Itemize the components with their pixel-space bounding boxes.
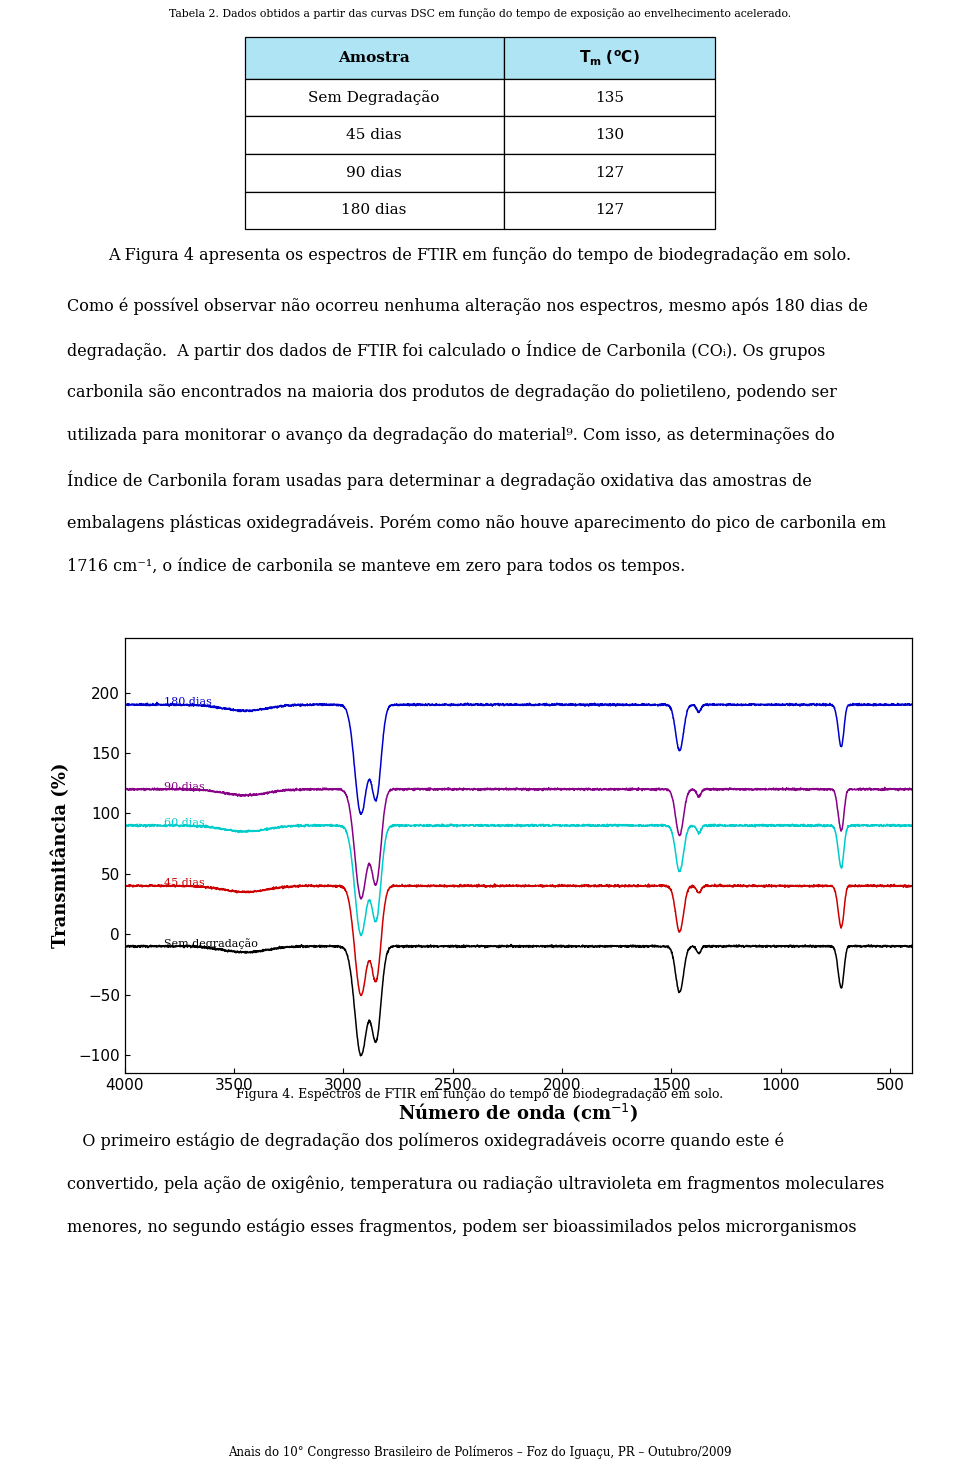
Text: 60 dias: 60 dias (164, 818, 204, 828)
Text: carbonila são encontrados na maioria dos produtos de degradação do polietileno, : carbonila são encontrados na maioria dos… (67, 383, 837, 401)
FancyBboxPatch shape (245, 192, 504, 228)
Text: degradação.  A partir dos dados de FTIR foi calculado o Índice de Carbonila (COᵢ: degradação. A partir dos dados de FTIR f… (67, 340, 826, 360)
FancyBboxPatch shape (504, 80, 715, 116)
X-axis label: Número de onda (cm$^{-1}$): Número de onda (cm$^{-1}$) (398, 1101, 638, 1125)
Text: Sem degradação: Sem degradação (164, 939, 258, 949)
Text: Anais do 10° Congresso Brasileiro de Polímeros – Foz do Iguaçu, PR – Outubro/200: Anais do 10° Congresso Brasileiro de Pol… (228, 1446, 732, 1459)
Text: Amostra: Amostra (338, 52, 410, 65)
FancyBboxPatch shape (504, 37, 715, 80)
Text: Figura 4. Espectros de FTIR em função do tempo de biodegradação em solo.: Figura 4. Espectros de FTIR em função do… (236, 1088, 724, 1101)
Text: 180 dias: 180 dias (164, 697, 212, 708)
Text: 135: 135 (595, 91, 624, 105)
Y-axis label: Transmitância (%): Transmitância (%) (52, 764, 70, 948)
Text: 1716 cm⁻¹, o índice de carbonila se manteve em zero para todos os tempos.: 1716 cm⁻¹, o índice de carbonila se mant… (67, 559, 685, 575)
Text: convertido, pela ação de oxigênio, temperatura ou radiação ultravioleta em fragm: convertido, pela ação de oxigênio, tempe… (67, 1176, 884, 1192)
Text: menores, no segundo estágio esses fragmentos, podem ser bioassimilados pelos mic: menores, no segundo estágio esses fragme… (67, 1219, 857, 1237)
FancyBboxPatch shape (245, 116, 504, 155)
Text: 127: 127 (595, 203, 624, 217)
Text: 180 dias: 180 dias (342, 203, 407, 217)
Text: 130: 130 (595, 128, 624, 142)
FancyBboxPatch shape (504, 192, 715, 228)
Text: A Figura 4 apresenta os espectros de FTIR em função do tempo de biodegradação em: A Figura 4 apresenta os espectros de FTI… (108, 248, 852, 264)
FancyBboxPatch shape (245, 37, 504, 80)
Text: embalagens plásticas oxidegradáveis. Porém como não houve aparecimento do pico d: embalagens plásticas oxidegradáveis. Por… (67, 514, 886, 532)
FancyBboxPatch shape (245, 80, 504, 116)
Text: Sem Degradação: Sem Degradação (308, 90, 440, 105)
FancyBboxPatch shape (504, 116, 715, 155)
Text: 90 dias: 90 dias (347, 167, 402, 180)
Text: Índice de Carbonila foram usadas para determinar a degradação oxidativa das amos: Índice de Carbonila foram usadas para de… (67, 472, 812, 491)
FancyBboxPatch shape (245, 155, 504, 192)
Text: 45 dias: 45 dias (164, 879, 204, 889)
Text: utilizada para monitorar o avanço da degradação do material⁹. Com isso, as deter: utilizada para monitorar o avanço da deg… (67, 427, 835, 445)
FancyBboxPatch shape (504, 155, 715, 192)
Text: $\mathbf{T_m}$ $\mathbf{(^oC)}$: $\mathbf{T_m}$ $\mathbf{(^oC)}$ (579, 49, 639, 68)
Text: O primeiro estágio de degradação dos polímeros oxidegradáveis ocorre quando este: O primeiro estágio de degradação dos pol… (67, 1132, 784, 1150)
Text: 90 dias: 90 dias (164, 781, 204, 792)
Text: 45 dias: 45 dias (347, 128, 402, 142)
Text: 127: 127 (595, 167, 624, 180)
Text: Tabela 2. Dados obtidos a partir das curvas DSC em função do tempo de exposição : Tabela 2. Dados obtidos a partir das cur… (169, 9, 791, 19)
Text: Como é possível observar não ocorreu nenhuma alteração nos espectros, mesmo após: Como é possível observar não ocorreu nen… (67, 298, 868, 314)
